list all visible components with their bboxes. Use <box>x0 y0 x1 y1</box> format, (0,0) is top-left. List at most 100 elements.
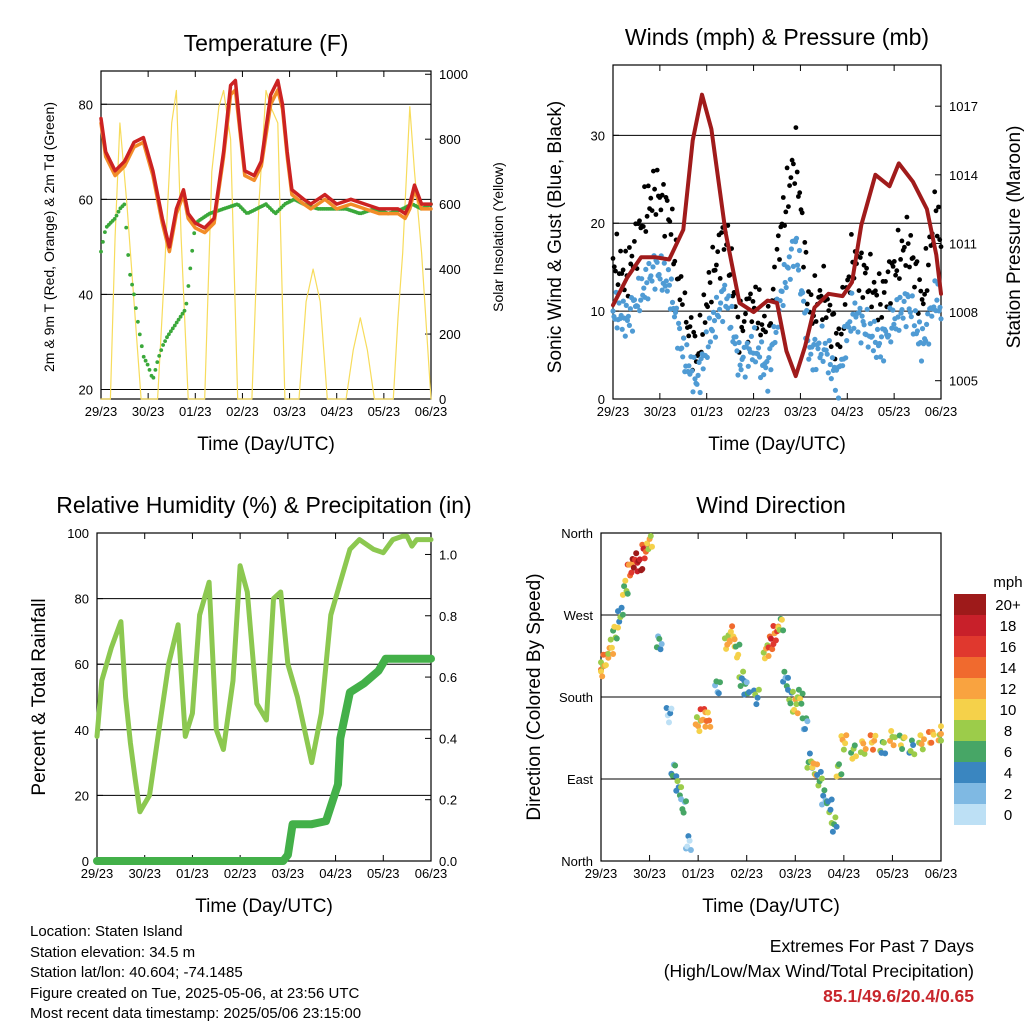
gust-point <box>658 207 664 213</box>
wind-point <box>768 367 774 373</box>
direction-point <box>610 651 617 657</box>
direction-point <box>715 690 722 697</box>
y-tick-label-right: 1000 <box>439 67 468 82</box>
gust-point <box>936 204 941 210</box>
wind-point <box>815 346 821 352</box>
wind-point <box>732 341 738 347</box>
wind-point <box>916 319 923 325</box>
wind-point <box>819 323 825 329</box>
wind-point <box>788 246 795 252</box>
wind-point <box>908 314 914 320</box>
dewpoint-point <box>116 209 121 214</box>
gust-point <box>860 295 866 300</box>
gust-point <box>894 268 900 274</box>
wind-point <box>691 354 697 360</box>
direction-point <box>910 742 917 748</box>
direction-point <box>616 618 623 625</box>
direction-point <box>794 710 801 717</box>
direction-point <box>608 644 615 651</box>
direction-point <box>820 792 827 799</box>
x-tick-label: 05/23 <box>876 866 909 881</box>
y-tick-label-right: 0.6 <box>439 670 457 685</box>
wind-point <box>626 322 633 328</box>
direction-point <box>630 564 637 571</box>
wind-point <box>748 333 755 339</box>
y-axis-label: Sonic Wind & Gust (Blue, Black) <box>545 101 566 373</box>
dewpoint-point <box>99 249 103 254</box>
x-tick-label: 03/23 <box>779 866 812 881</box>
wind-point <box>759 339 765 345</box>
wind-point <box>728 324 734 330</box>
direction-point <box>817 768 824 775</box>
legend-label: 4 <box>1004 765 1012 782</box>
direction-point <box>860 740 867 747</box>
dewpoint-point <box>167 332 171 337</box>
wind-point <box>669 299 676 305</box>
gust-point <box>873 288 878 294</box>
y-tick-label: 0 <box>82 854 89 869</box>
gust-point <box>923 246 929 251</box>
direction-point <box>746 689 753 696</box>
direction-point <box>695 723 702 730</box>
gust-point <box>735 314 741 320</box>
legend-swatch <box>954 720 986 741</box>
y-tick-label-right: 1014 <box>949 168 978 183</box>
wind-point <box>654 259 660 265</box>
wind-point <box>794 262 801 268</box>
y-tick-label: 60 <box>75 657 89 672</box>
gust-point <box>750 299 756 304</box>
wind-point <box>773 329 779 335</box>
wind-point <box>721 286 727 292</box>
gust-point <box>677 297 683 303</box>
gust-point <box>808 292 814 298</box>
wind-point <box>720 318 726 325</box>
wind-point <box>635 303 641 309</box>
gust-point <box>932 189 938 195</box>
gust-point <box>876 271 882 277</box>
direction-point <box>829 828 836 835</box>
dewpoint-point <box>132 292 136 297</box>
gust-point <box>903 263 909 268</box>
gust-point <box>812 273 818 278</box>
x-tick-label: 30/23 <box>644 404 677 419</box>
legend-swatch <box>954 804 986 825</box>
direction-point <box>704 709 711 716</box>
plot-frame <box>100 70 432 400</box>
wind-point <box>804 307 810 314</box>
gust-point <box>632 239 637 244</box>
direction-point <box>706 717 713 724</box>
direction-point <box>624 590 631 597</box>
gust-point <box>709 299 714 305</box>
wind-point <box>877 354 884 360</box>
gust-point <box>667 219 673 224</box>
direction-point <box>806 750 813 757</box>
wind-point <box>729 303 735 309</box>
wind-point <box>924 321 930 327</box>
wind-point <box>812 336 818 342</box>
gust-point <box>682 290 688 296</box>
wind-point <box>662 283 668 289</box>
wind-point <box>907 309 913 315</box>
x-tick-label: 05/23 <box>878 404 911 419</box>
direction-point <box>833 823 840 830</box>
wind-point <box>816 340 822 346</box>
x-tick-label: 03/23 <box>784 404 817 419</box>
wind-point <box>772 339 778 346</box>
y-tick-label: 100 <box>67 526 89 541</box>
x-tick-label: 29/23 <box>85 404 118 419</box>
direction-point <box>618 604 625 611</box>
wind-point <box>777 298 783 304</box>
wind-point <box>709 328 716 334</box>
gust-point <box>899 238 905 244</box>
wind-point <box>861 322 867 328</box>
direction-point <box>605 650 612 657</box>
legend-swatch <box>954 615 986 636</box>
y-tick-label: 20 <box>591 216 605 231</box>
direction-point <box>899 746 906 752</box>
gust-point <box>802 240 808 245</box>
direction-point <box>836 761 842 768</box>
wind-point <box>765 388 771 394</box>
wind-point <box>886 332 892 338</box>
x-tick-label: 30/23 <box>128 866 161 881</box>
legend-title: mph <box>993 574 1022 591</box>
